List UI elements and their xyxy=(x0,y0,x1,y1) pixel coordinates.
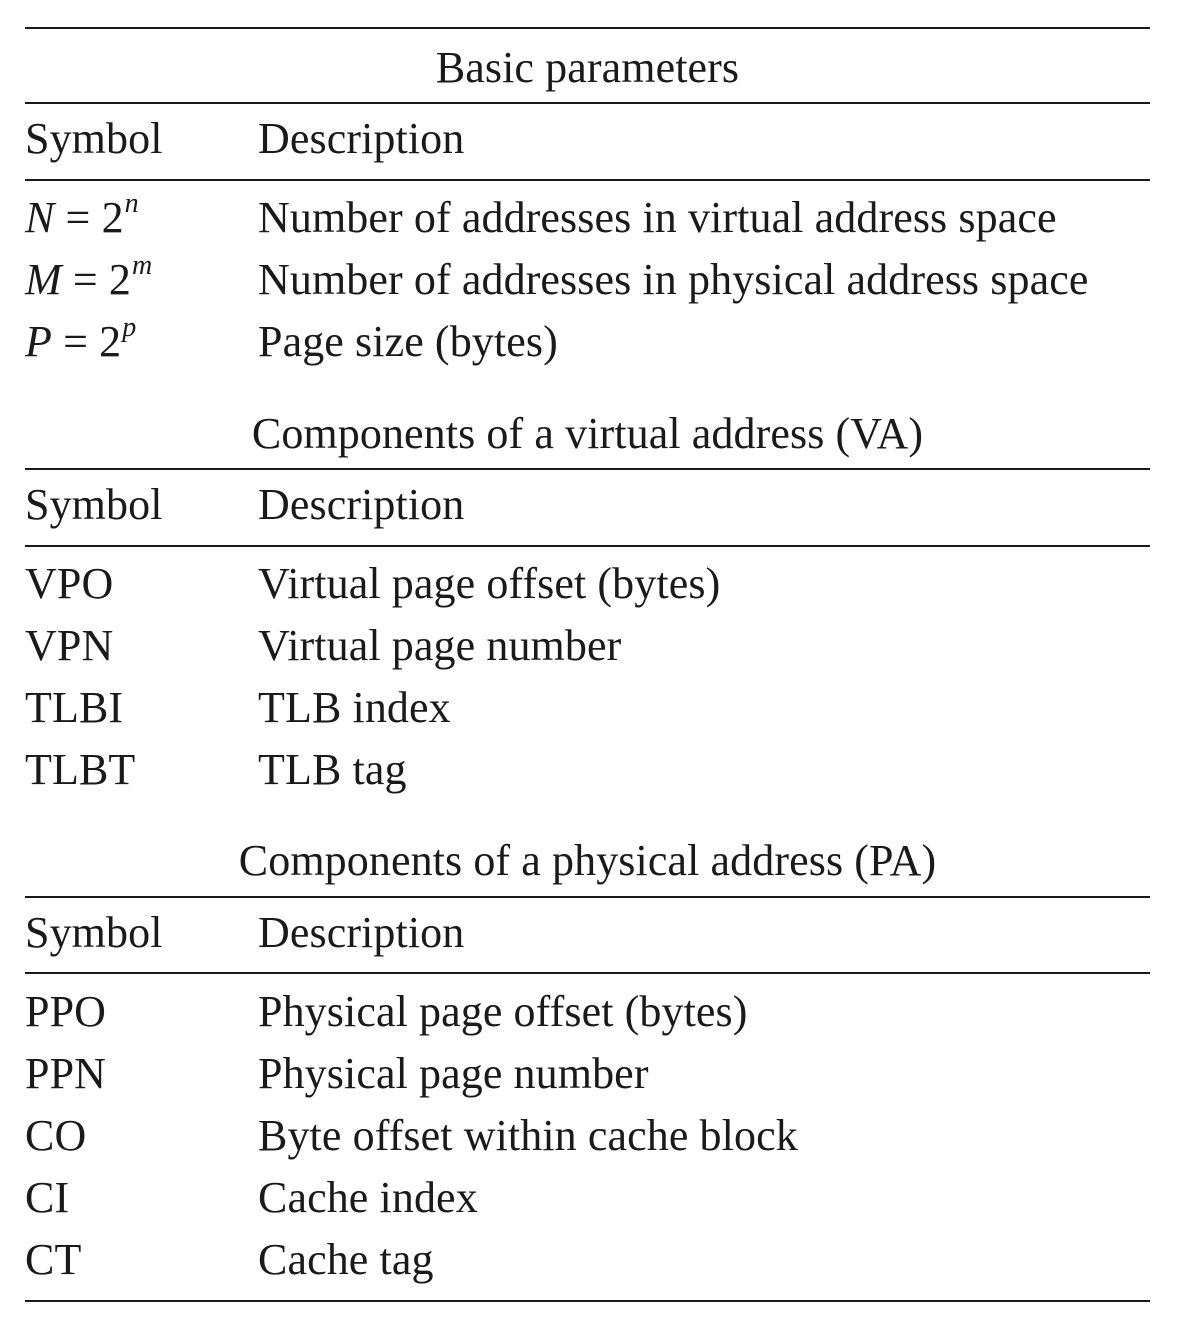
table-bottom-rule xyxy=(25,1300,1150,1302)
section-title-rule xyxy=(25,102,1150,104)
description-cell: Physical page offset (bytes) xyxy=(258,987,748,1036)
symbol-cell: CI xyxy=(25,1173,70,1222)
symbol-cell: CT xyxy=(25,1235,82,1284)
symbol-cell: VPN xyxy=(25,621,114,670)
column-header-description: Description xyxy=(258,114,465,163)
column-header-symbol: Symbol xyxy=(25,114,163,163)
table-top-rule xyxy=(25,27,1150,29)
description-cell: Byte offset within cache block xyxy=(258,1111,798,1160)
description-cell: Virtual page number xyxy=(258,621,622,670)
section-title-physical-address: Components of a physical address (PA) xyxy=(238,836,937,885)
symbol-cell: TLBT xyxy=(25,745,136,794)
section-title-virtual-address: Components of a virtual address (VA) xyxy=(251,409,924,458)
column-header-symbol: Symbol xyxy=(25,480,163,529)
section-title-rule xyxy=(25,468,1150,470)
header-rule xyxy=(25,545,1150,547)
symbol-M: M = 2m xyxy=(25,250,153,304)
section-title-basic-parameters: Basic parameters xyxy=(435,43,740,92)
column-header-description: Description xyxy=(258,908,465,957)
description-cell: Page size (bytes) xyxy=(258,317,558,366)
symbol-cell: PPO xyxy=(25,987,107,1036)
symbol-cell: PPN xyxy=(25,1049,107,1098)
description-cell: Cache index xyxy=(258,1173,478,1222)
symbol-cell: CO xyxy=(25,1111,87,1160)
column-header-description: Description xyxy=(258,480,465,529)
description-cell: TLB index xyxy=(258,683,451,732)
header-rule xyxy=(25,179,1150,181)
description-cell: Cache tag xyxy=(258,1235,434,1284)
description-cell: Virtual page offset (bytes) xyxy=(258,559,721,608)
symbol-N: N = 2n xyxy=(25,188,139,242)
section-title-rule xyxy=(25,896,1150,898)
description-cell: Number of addresses in physical address … xyxy=(258,255,1089,304)
header-rule xyxy=(25,972,1150,974)
description-cell: TLB tag xyxy=(258,745,407,794)
symbol-cell: TLBI xyxy=(25,683,124,732)
column-header-symbol: Symbol xyxy=(25,908,163,957)
description-cell: Number of addresses in virtual address s… xyxy=(258,193,1057,242)
symbol-P: P = 2p xyxy=(25,312,137,366)
description-cell: Physical page number xyxy=(258,1049,649,1098)
symbol-cell: VPO xyxy=(25,559,114,608)
